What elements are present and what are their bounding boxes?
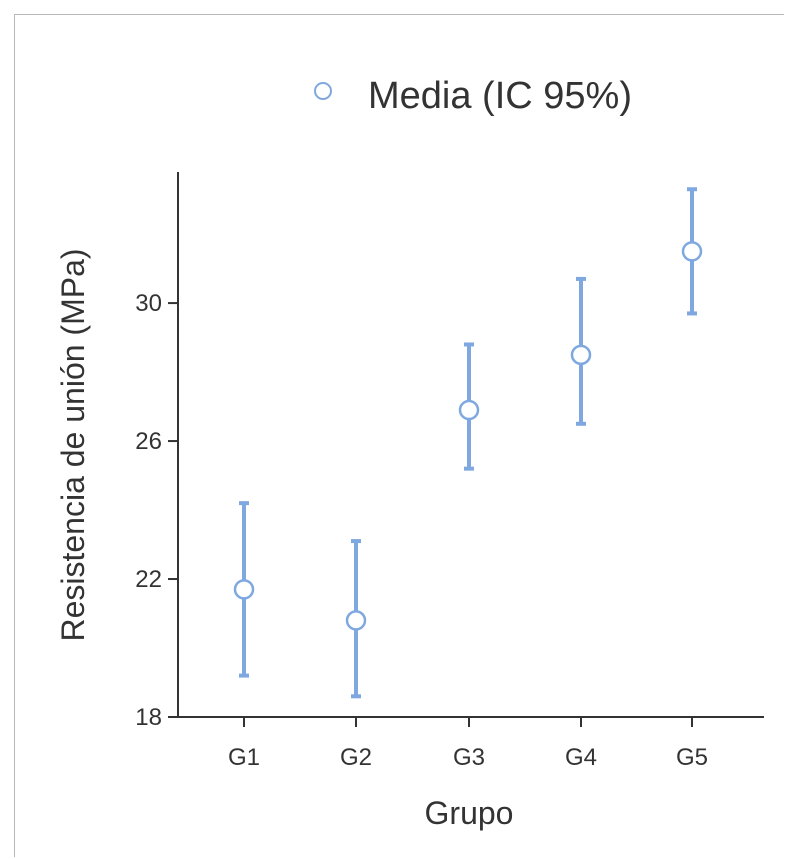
- ticks: 18 22 26 30 G1 G2 G3 G4 G5: [135, 290, 708, 771]
- x-tick-label: G4: [565, 744, 597, 771]
- y-tick-label: 26: [135, 428, 162, 455]
- x-axis-label: Grupo: [425, 795, 514, 831]
- y-tick-label: 30: [135, 290, 162, 317]
- y-tick-label: 22: [135, 566, 162, 593]
- y-tick-label: 18: [135, 704, 162, 731]
- mean-point: [345, 610, 367, 631]
- legend-label: Media (IC 95%): [368, 75, 632, 117]
- mean-point: [233, 579, 255, 600]
- x-tick-label: G5: [676, 744, 708, 771]
- mean-point: [681, 241, 703, 262]
- mean-point: [458, 399, 480, 421]
- x-tick-label: G2: [340, 744, 372, 771]
- legend: Media (IC 95%): [314, 75, 632, 117]
- mean-point: [570, 344, 592, 366]
- x-tick-label: G3: [453, 744, 485, 771]
- legend-marker: [314, 82, 332, 100]
- data-marks: [233, 187, 703, 699]
- axes: [177, 172, 764, 718]
- x-tick-label: G1: [228, 744, 260, 771]
- y-axis-label: Resistencia de unión (MPa): [55, 248, 91, 641]
